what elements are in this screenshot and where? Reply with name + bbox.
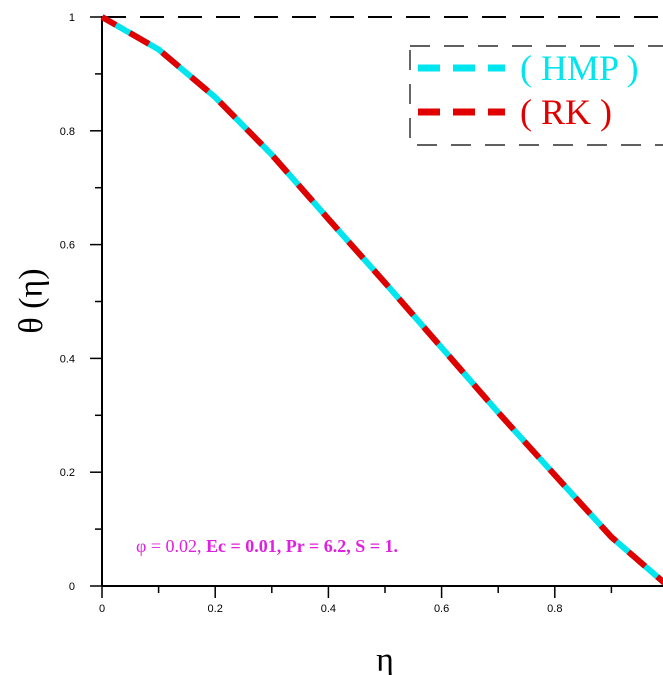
y-tick-label: 0.6	[60, 240, 75, 252]
y-tick-label: 0.8	[60, 126, 75, 138]
y-tick-label: 0.4	[60, 353, 75, 365]
x-tick-label: 0.6	[434, 603, 449, 615]
tick-labels: 0 0.2 0.4 0.6 0.8 0 0.2 0.4 0.6 0.8 1	[60, 12, 563, 615]
x-axis-title: η	[376, 642, 394, 675]
x-tick-label: 0.8	[547, 603, 562, 615]
y-tick-label: 1	[69, 12, 75, 24]
x-tick-label: 0.2	[208, 603, 223, 615]
legend: ( HMP ) ( RK )	[409, 45, 663, 146]
series-lines	[100, 14, 663, 586]
x-tick-label: 0	[99, 603, 105, 615]
legend-label-rk: ( RK )	[520, 92, 612, 132]
x-tick-label: 0.4	[321, 603, 336, 615]
y-tick-label: 0.2	[60, 467, 75, 479]
series-line-rk	[100, 14, 663, 586]
axis-ticks	[90, 16, 613, 598]
legend-label-hmp: ( HMP )	[520, 48, 639, 88]
parameter-annotation: φ = 0.02, Ec = 0.01, Pr = 6.2, S = 1.	[136, 536, 398, 556]
y-tick-label: 0	[69, 581, 75, 593]
legend-box	[409, 45, 663, 146]
annotation-phi: φ = 0.02,	[136, 536, 206, 556]
annotation-params: Ec = 0.01, Pr = 6.2, S = 1.	[206, 536, 398, 556]
y-axis-title: θ (η)	[13, 268, 50, 333]
